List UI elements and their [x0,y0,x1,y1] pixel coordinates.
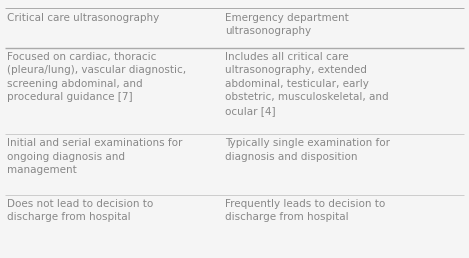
Text: Focused on cardiac, thoracic
(pleura/lung), vascular diagnostic,
screening abdom: Focused on cardiac, thoracic (pleura/lun… [7,52,186,102]
Text: Includes all critical care
ultrasonography, extended
abdominal, testicular, earl: Includes all critical care ultrasonograp… [225,52,389,116]
Text: Typically single examination for
diagnosis and disposition: Typically single examination for diagnos… [225,138,390,162]
Text: Emergency department
ultrasonography: Emergency department ultrasonography [225,13,349,36]
Text: Critical care ultrasonography: Critical care ultrasonography [7,13,159,23]
Text: Does not lead to decision to
discharge from hospital: Does not lead to decision to discharge f… [7,199,153,222]
Text: Initial and serial examinations for
ongoing diagnosis and
management: Initial and serial examinations for ongo… [7,138,182,175]
Text: Frequently leads to decision to
discharge from hospital: Frequently leads to decision to discharg… [225,199,386,222]
